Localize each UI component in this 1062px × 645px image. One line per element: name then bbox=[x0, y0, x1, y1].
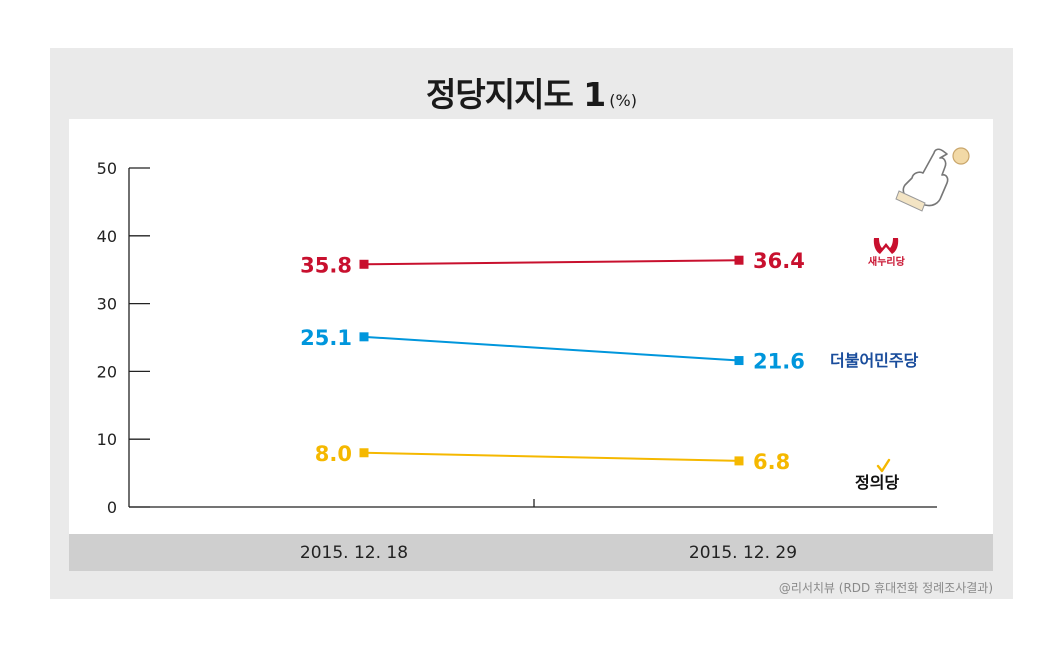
y-tick-label: 0 bbox=[107, 498, 117, 517]
x-category-label: 2015. 12. 29 bbox=[688, 543, 798, 563]
y-tick-label: 50 bbox=[97, 159, 117, 178]
y-tick-label: 40 bbox=[97, 227, 117, 246]
data-label: 6.8 bbox=[753, 450, 790, 474]
minju-logo: 더불어민주당 bbox=[830, 351, 919, 370]
plot-area bbox=[69, 119, 993, 539]
justice-logo: 정의당 bbox=[855, 458, 899, 492]
x-category-label: 2015. 12. 18 bbox=[299, 543, 409, 563]
chart-title-unit: (%) bbox=[609, 91, 637, 110]
y-axis-ticks: 0 10 20 30 40 50 bbox=[97, 159, 150, 517]
y-tick-label: 20 bbox=[97, 362, 117, 381]
justice-logo-text: 정의당 bbox=[855, 473, 899, 492]
data-label: 21.6 bbox=[753, 350, 805, 374]
series-line bbox=[363, 451, 740, 462]
series-group: 35.8 36.4 25.1 21.6 8.0 6.8 bbox=[300, 249, 805, 474]
chart-card: 정당지지도 1 (%) 2015. 12. 18 2015. 12. 29 @리서… bbox=[50, 48, 1013, 599]
data-label: 36.4 bbox=[753, 249, 805, 273]
source-note: @리서치뷰 (RDD 휴대전화 정례조사결과) bbox=[778, 581, 993, 595]
check-icon bbox=[876, 458, 891, 473]
data-point bbox=[359, 332, 369, 342]
data-point bbox=[734, 356, 744, 366]
data-point bbox=[359, 259, 369, 269]
data-point bbox=[734, 255, 744, 265]
chart-title: 정당지지도 1 (%) bbox=[50, 68, 1013, 116]
data-point bbox=[734, 456, 744, 466]
y-tick-label: 10 bbox=[97, 430, 117, 449]
y-tick-label: 30 bbox=[97, 295, 117, 314]
saenuri-logo-text: 새누리당 bbox=[868, 255, 906, 268]
series-line bbox=[363, 335, 740, 362]
data-label: 8.0 bbox=[315, 442, 352, 466]
data-point bbox=[359, 448, 369, 458]
minju-logo-text: 더불어민주당 bbox=[830, 351, 919, 370]
saenuri-logo: 새누리당 bbox=[868, 238, 906, 268]
x-axis-category-bar: 2015. 12. 18 2015. 12. 29 bbox=[69, 534, 993, 571]
hand-pointer-icon bbox=[895, 147, 970, 212]
data-label: 25.1 bbox=[300, 326, 352, 350]
chart-title-text: 정당지지도 1 bbox=[426, 75, 606, 114]
data-label: 35.8 bbox=[300, 253, 352, 277]
series-line bbox=[363, 259, 740, 266]
